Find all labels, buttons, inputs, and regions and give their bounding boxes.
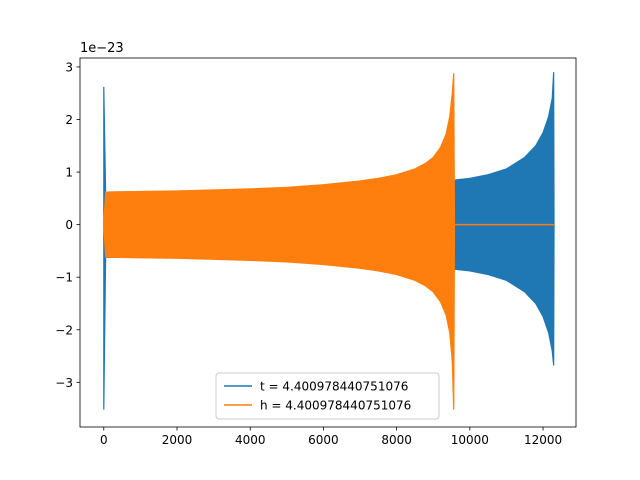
x-tick-label: 6000: [308, 433, 339, 447]
y-tick-label: 2: [65, 113, 73, 127]
y-tick-label: 0: [65, 218, 73, 232]
x-tick-label: 2000: [162, 433, 193, 447]
legend-box: [215, 372, 440, 420]
x-tick-label: 12000: [524, 433, 562, 447]
y-tick-label: −2: [55, 323, 73, 337]
series-h-oscillation: [103, 73, 456, 410]
x-axis: 0 2000 4000 6000 8000 10000 12000: [100, 427, 562, 447]
x-tick-label: 10000: [451, 433, 489, 447]
axes-frame: [79, 57, 577, 428]
axes-spines: [79, 57, 577, 428]
y-axis-scale-label: 1e−23: [80, 41, 124, 56]
x-tick-label: 4000: [235, 433, 266, 447]
legend: t = 4.400978440751076 h = 4.4009784407510…: [215, 372, 440, 420]
y-tick-label: −3: [55, 376, 73, 390]
x-tick-label: 0: [100, 433, 108, 447]
y-tick-label: 3: [65, 60, 73, 74]
legend-label: h = 4.400978440751076: [260, 399, 411, 413]
y-axis: 3 2 1 0 −1 −2 −3: [55, 60, 80, 390]
x-tick-label: 8000: [381, 433, 412, 447]
y-tick-label: 1: [65, 166, 73, 180]
plot-area: [103, 72, 555, 410]
legend-label: t = 4.400978440751076: [260, 380, 408, 394]
y-tick-label: −1: [55, 271, 73, 285]
